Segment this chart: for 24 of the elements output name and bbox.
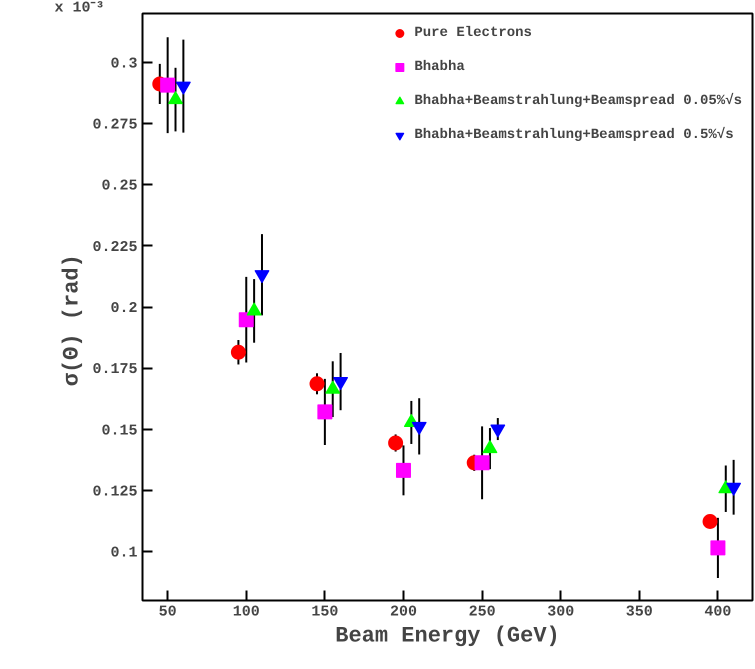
y-tick-label: 0.125 — [92, 483, 138, 500]
x-tick-label: 300 — [547, 604, 574, 620]
y-tick-label: 0.2 — [110, 300, 138, 317]
legend-label: Bhabha — [414, 59, 465, 75]
x-tick-label: 100 — [232, 604, 260, 620]
legend-label: Pure Electrons — [414, 25, 532, 41]
y-tick-label: 0.225 — [92, 238, 138, 256]
text: x 10⁻³ — [54, 0, 105, 16]
y-tick-label: 0.25 — [101, 178, 138, 195]
y-tick-label: 0.175 — [92, 361, 138, 378]
legend-label: Bhabha+Beamstrahlung+Beamspread 0.05%√s — [414, 93, 742, 109]
legend-label: Bhabha+Beamstrahlung+Beamspread 0.5%√s — [414, 127, 734, 143]
x-tick-label: 150 — [311, 604, 338, 620]
y-tick-label: 0.275 — [92, 116, 138, 134]
x-tick-label: 250 — [468, 604, 496, 620]
y-tick-label: 0.3 — [110, 55, 138, 72]
y-tick-label: 0.15 — [101, 422, 138, 440]
y-axis-title: σ(Θ) (rad) — [59, 254, 84, 386]
x-axis-title: Beam Energy (GeV) — [335, 624, 560, 648]
x-tick-label: 200 — [390, 604, 417, 620]
y-tick-label: 0.1 — [110, 544, 138, 562]
x-tick-label: 350 — [626, 604, 653, 620]
x-tick-label: 400 — [704, 604, 732, 620]
x-tick-label: 50 — [158, 604, 177, 620]
